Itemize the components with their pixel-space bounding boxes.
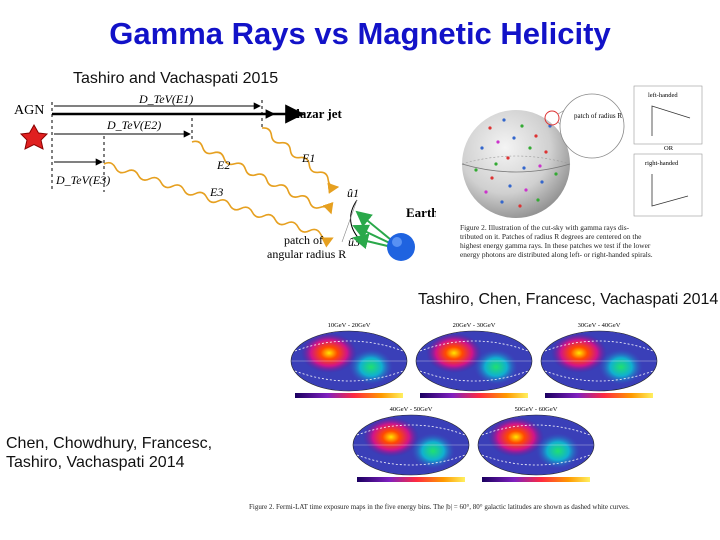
- patch-label-line2: angular radius R: [267, 247, 346, 261]
- colorbar-3: [545, 393, 653, 398]
- map-header-3: 30GeV - 40GeV: [578, 322, 621, 329]
- e3-label: E3: [209, 185, 223, 199]
- exposure-map-2: [415, 330, 533, 392]
- colorbar-5: [482, 477, 590, 482]
- e1-label: E1: [301, 151, 315, 165]
- caption-left-line1: Chen, Chowdhury, Francesc,: [6, 435, 213, 452]
- u1-label: û1: [347, 186, 359, 200]
- sphere-caption-line2: tributed on it. Patches of radius R degr…: [460, 232, 642, 241]
- patch-label-line1: patch of: [284, 233, 323, 247]
- map-header-5: 50GeV - 60GeV: [515, 406, 558, 413]
- right-handed-label: right-handed: [645, 160, 679, 167]
- colorbar-4: [357, 477, 465, 482]
- sphere-caption-line1: Figure 2. Illustration of the cut-sky wi…: [460, 223, 630, 232]
- photon-e2-path: [191, 140, 334, 215]
- caption-top: Tashiro and Vachaspati 2015: [73, 70, 279, 87]
- jet-diagram: AGN blazar jet D_TeV(E1) D_TeV(E2) D_TeV…: [12, 92, 436, 264]
- earth-icon: [387, 233, 415, 261]
- exposure-maps: 10GeV - 20GeV 20GeV - 30GeV 30GeV - 40Ge…: [229, 316, 712, 524]
- blazar-jet-label: blazar jet: [289, 106, 342, 121]
- d3-label: D_TeV(E3): [55, 173, 110, 187]
- gamma-ray-dots: [474, 118, 558, 208]
- u3-label: û3: [348, 235, 360, 249]
- exposure-map-5: [477, 414, 595, 476]
- d2-label: D_TeV(E2): [106, 118, 161, 132]
- left-handed-label: left-handed: [648, 92, 678, 99]
- sphere-caption-line3: highest energy gamma rays. In these patc…: [460, 241, 651, 250]
- sphere-caption-line4: energy photons are distributed along lef…: [460, 250, 653, 259]
- map-header-4: 40GeV - 50GeV: [390, 406, 433, 413]
- colorbar-2: [420, 393, 528, 398]
- exposure-map-3: [540, 330, 658, 392]
- e2-label: E2: [216, 158, 230, 172]
- caption-right: Tashiro, Chen, Francesc, Vachaspati 2014: [418, 291, 719, 308]
- exposure-maps-svg: 10GeV - 20GeV 20GeV - 30GeV 30GeV - 40Ge…: [249, 322, 658, 511]
- sphere-figure-svg: patch of radius R left-handed OR right-h…: [460, 85, 703, 259]
- photon-e1-path: [261, 127, 340, 194]
- d1-label: D_TeV(E1): [138, 92, 193, 106]
- agn-star-icon: [19, 123, 49, 150]
- arrow-u1: [355, 210, 397, 245]
- exposure-map-4: [352, 414, 470, 476]
- patch-circle: [544, 110, 560, 126]
- sphere-figure: patch of radius R left-handed OR right-h…: [452, 78, 706, 264]
- map-header-1: 10GeV - 20GeV: [328, 322, 371, 329]
- exposure-caption: Figure 2. Fermi-LAT time exposure maps i…: [249, 503, 630, 511]
- earth-label: Earth: [406, 205, 436, 220]
- exposure-map-1: [290, 330, 408, 392]
- caption-left-line2: Tashiro, Vachaspati 2014: [6, 454, 185, 471]
- photon-e3-path: [103, 161, 334, 248]
- sky-sphere: [462, 110, 570, 218]
- or-label: OR: [664, 145, 674, 152]
- slide-title: Gamma Rays vs Magnetic Helicity: [109, 16, 611, 51]
- jet-diagram-svg: AGN blazar jet D_TeV(E1) D_TeV(E2) D_TeV…: [14, 92, 436, 261]
- colorbar-1: [295, 393, 403, 398]
- patch-radius-label: patch of radius R: [574, 112, 622, 120]
- map-header-2: 20GeV - 30GeV: [453, 322, 496, 329]
- agn-label: AGN: [14, 103, 44, 118]
